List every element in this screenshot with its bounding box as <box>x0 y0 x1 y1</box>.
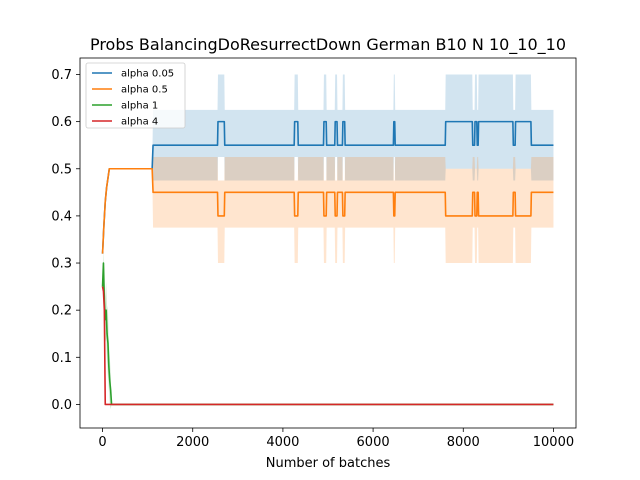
y-tick-label: 0.7 <box>51 68 72 83</box>
x-tick-label: 0 <box>98 435 106 450</box>
y-axis: 0.0 0.1 0.2 0.3 0.4 0.5 0.6 0.7 <box>51 68 80 413</box>
y-tick-label: 0.0 <box>51 398 72 413</box>
y-tick-label: 0.1 <box>51 351 72 366</box>
x-tick-label: 8000 <box>447 435 480 450</box>
legend: alpha 0.05 alpha 0.5 alpha 1 alpha 4 <box>85 62 186 129</box>
y-tick-label: 0.2 <box>51 304 72 319</box>
legend-label-3: alpha 1 <box>121 101 158 112</box>
legend-label-4: alpha 4 <box>121 117 158 128</box>
legend-box <box>85 62 186 129</box>
x-tick-label: 2000 <box>176 435 209 450</box>
series-4-line <box>101 286 554 406</box>
x-axis: 0 2000 4000 6000 8000 10000 <box>98 428 574 450</box>
y-tick-label: 0.4 <box>51 209 72 224</box>
series-1-line <box>101 120 554 254</box>
series-1-band <box>102 74 554 254</box>
series-2-line <box>101 167 554 254</box>
series-2-band <box>102 156 554 264</box>
plot-frame <box>79 57 577 429</box>
y-tick-label: 0.6 <box>51 115 72 130</box>
y-tick-label: 0.3 <box>51 257 72 272</box>
x-tick-label: 10000 <box>533 435 574 450</box>
y-tick-label: 0.5 <box>51 162 72 177</box>
confidence-bands <box>102 74 554 410</box>
chart-title: Probs BalancingDoResurrectDown German B1… <box>90 35 566 55</box>
x-tick-label: 6000 <box>357 435 390 450</box>
legend-label-2: alpha 0.5 <box>121 85 168 96</box>
legend-label-1: alpha 0.05 <box>121 69 174 80</box>
x-axis-label: Number of batches <box>266 456 391 471</box>
x-tick-label: 4000 <box>266 435 299 450</box>
series-lines <box>101 120 554 406</box>
